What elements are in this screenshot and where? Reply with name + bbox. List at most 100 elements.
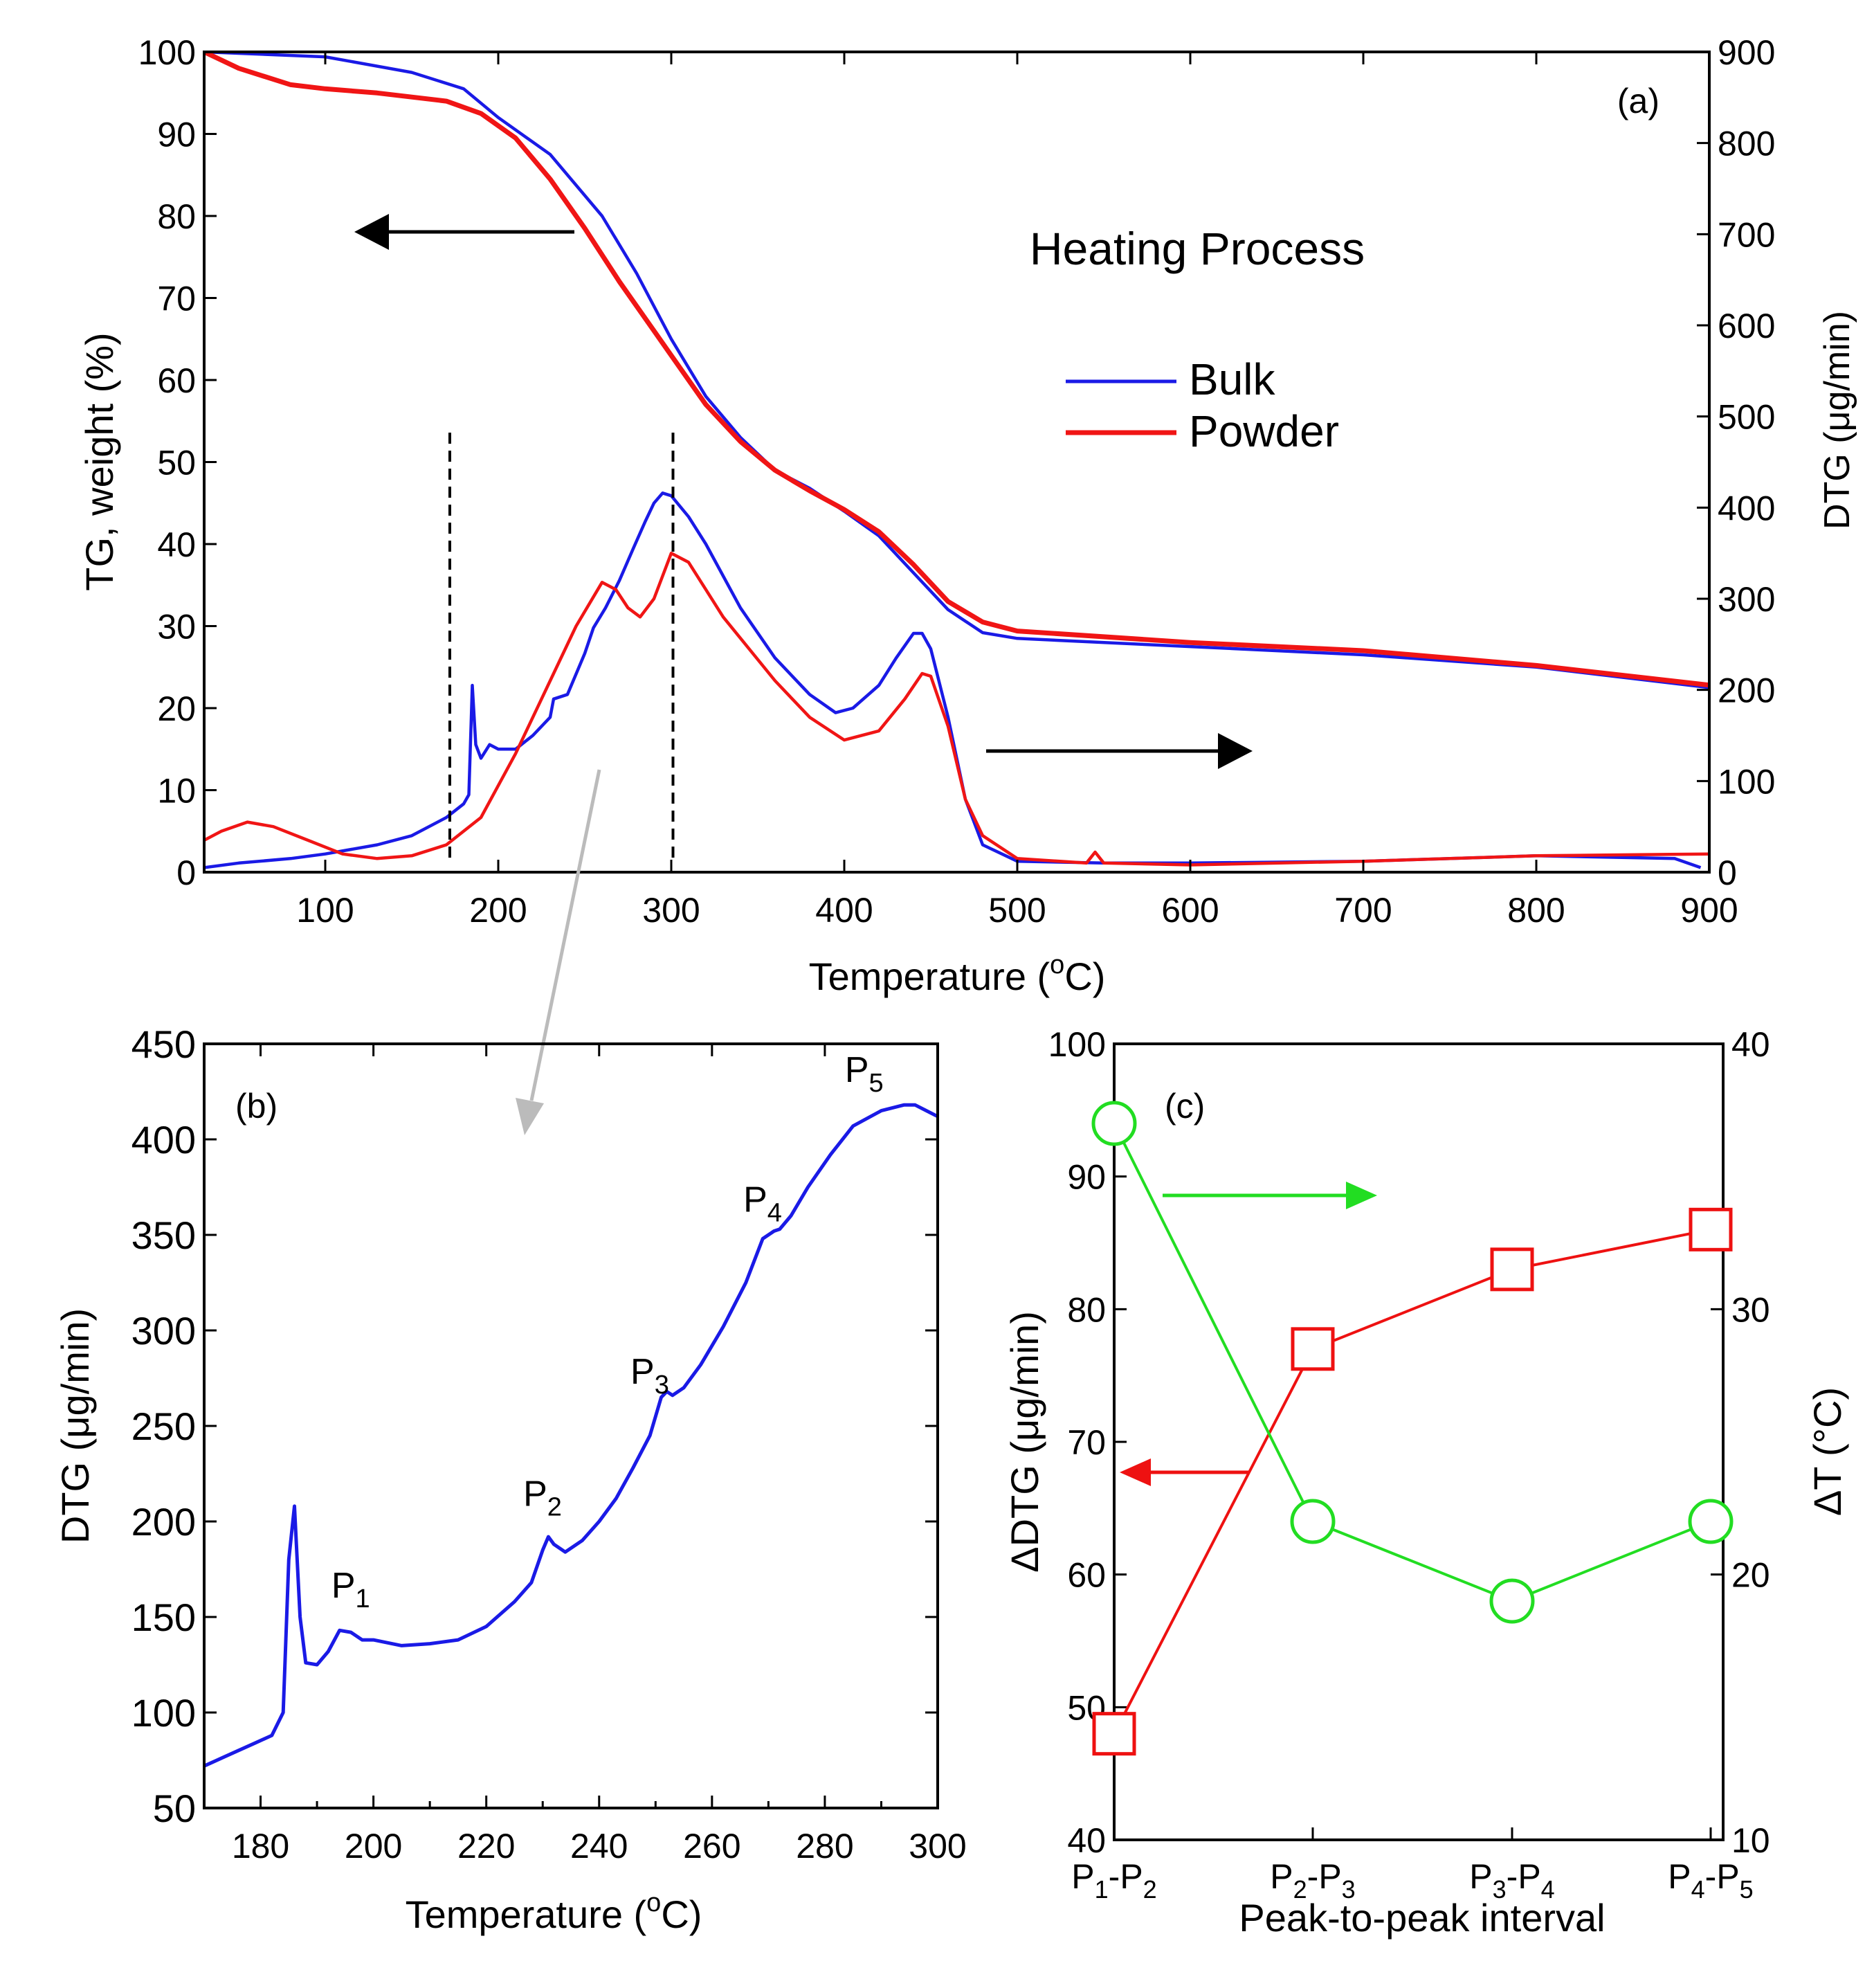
zoom-arrow-to-panel-b xyxy=(516,769,601,1135)
panel-b-peak-label-p5: P5 xyxy=(845,1050,884,1098)
panel-a-x-tick-label: 300 xyxy=(642,891,700,930)
panel-a-label: (a) xyxy=(1617,82,1659,120)
panel-a-x-axis-title: Temperature (oC) xyxy=(809,950,1106,998)
panel-a-left-y-tick-label: 50 xyxy=(157,444,196,482)
panel-c-left-y-tick-label: 40 xyxy=(1067,1821,1106,1860)
panel-b-y-tick-label: 450 xyxy=(131,1022,196,1066)
panel-a-plot-frame xyxy=(203,51,1711,874)
panel-b-x-tick-label: 200 xyxy=(345,1827,402,1865)
panel-a-x-tick-label: 600 xyxy=(1161,891,1219,930)
panel-c-label: (c) xyxy=(1165,1087,1205,1126)
panel-b-x-tick-label: 180 xyxy=(232,1827,289,1865)
right-arrow-to-dtg-axis xyxy=(986,733,1253,769)
panel-c-dt-marker xyxy=(1489,1578,1535,1624)
panel-a-x-tick-label: 800 xyxy=(1507,891,1565,930)
green-arrow-to-dt-axis xyxy=(1163,1182,1377,1209)
panel-a-right-y-tick-label: 0 xyxy=(1718,853,1737,892)
panel-a-x-tick-label: 700 xyxy=(1334,891,1392,930)
panel-b-x-tick-label: 240 xyxy=(570,1827,628,1865)
panel-a-left-y-tick-label: 80 xyxy=(157,197,196,236)
panel-b-label: (b) xyxy=(235,1087,278,1126)
panel-a-right-y-axis-title: DTG (μg/min) xyxy=(1817,311,1857,530)
panel-c-dt-marker xyxy=(1688,1499,1734,1544)
panel-c-x-category-label: P2-P3 xyxy=(1270,1857,1355,1904)
panel-a-series-powder-dtg xyxy=(204,551,1709,867)
panel-a-x-tick-label: 200 xyxy=(469,891,527,930)
panel-b-x-tick-label: 260 xyxy=(683,1827,740,1865)
panel-a-left-y-tick-label: 60 xyxy=(157,361,196,400)
panel-b-peak-label-p2: P2 xyxy=(523,1474,562,1522)
panel-a-left-y-tick-label: 90 xyxy=(157,116,196,154)
panel-c-left-y-tick-label: 60 xyxy=(1067,1556,1106,1595)
legend-bulk-label: Bulk xyxy=(1189,354,1276,404)
panel-a-left-y-tick-label: 20 xyxy=(157,689,196,728)
panel-b-x-tick-label: 220 xyxy=(457,1827,515,1865)
panel-a-right-y-tick-label: 700 xyxy=(1718,215,1775,254)
panel-a-left-y-tick-label: 70 xyxy=(157,280,196,318)
left-arrow-to-tg-axis xyxy=(354,214,574,250)
panel-b-peak-label-p1: P1 xyxy=(331,1566,370,1614)
panel-a-legend: Bulk Powder xyxy=(1066,354,1339,456)
panel-b-y-tick-label: 400 xyxy=(131,1118,196,1162)
panel-a-right-y-tick-label: 600 xyxy=(1718,307,1775,345)
panel-a-series-powder-tg xyxy=(204,52,1709,688)
panel-a-title: Heating Process xyxy=(1030,223,1365,274)
panel-b-y-tick-label: 200 xyxy=(131,1500,196,1544)
panel-c-series-line-dt xyxy=(1113,1123,1711,1603)
panel-b-y-axis-title: DTG (μg/min) xyxy=(53,1308,97,1544)
panel-c-ddtg-marker xyxy=(1689,1207,1733,1251)
panel-c-ddtg-marker xyxy=(1490,1247,1534,1292)
panel-b-peak-label-p4: P4 xyxy=(743,1180,782,1227)
panel-c-right-y-tick-label: 30 xyxy=(1731,1290,1770,1329)
panel-c-left-y-tick-label: 80 xyxy=(1067,1290,1106,1329)
panel-a-series-bulk-dtg xyxy=(204,491,1702,869)
legend-powder-label: Powder xyxy=(1189,406,1339,456)
panel-c-plot-frame xyxy=(1113,1042,1725,1841)
panel-c-left-y-axis-title: ΔDTG (μg/min) xyxy=(1003,1311,1046,1573)
panel-a-x-tick-label: 400 xyxy=(815,891,873,930)
panel-a-left-y-tick-label: 30 xyxy=(157,608,196,647)
panel-a-left-y-tick-label: 40 xyxy=(157,525,196,564)
panel-a-right-y-tick-label: 300 xyxy=(1718,580,1775,619)
panel-c-series-line-ddtg xyxy=(1113,1228,1711,1735)
panel-a-x-tick-label: 500 xyxy=(988,891,1046,930)
panel-c-left-y-tick-label: 90 xyxy=(1067,1158,1106,1197)
panel-c-right-y-tick-label: 10 xyxy=(1731,1821,1770,1860)
panel-a-right-y-tick-label: 900 xyxy=(1718,33,1775,72)
panel-c-x-category-label: P4-P5 xyxy=(1668,1857,1753,1904)
panel-c-right-y-tick-label: 20 xyxy=(1731,1556,1770,1595)
panel-a-right-y-tick-label: 100 xyxy=(1718,762,1775,801)
panel-b-x-axis-title: Temperature (oC) xyxy=(406,1888,702,1936)
panel-a-right-y-tick-label: 400 xyxy=(1718,489,1775,527)
panel-a-right-y-tick-label: 800 xyxy=(1718,125,1775,163)
panel-a-left-y-axis-title: TG, weight (%) xyxy=(78,332,121,590)
panel-b-peak-label-p3: P3 xyxy=(630,1352,669,1400)
panel-c-left-y-tick-label: 70 xyxy=(1067,1423,1106,1462)
panel-c-right-y-axis-title: ΔT (°C) xyxy=(1805,1387,1849,1516)
panel-a-x-tick-label: 100 xyxy=(296,891,354,930)
panel-b-y-tick-label: 250 xyxy=(131,1404,196,1448)
panel-a-x-tick-label: 900 xyxy=(1680,891,1738,930)
panel-c-dt-marker xyxy=(1290,1499,1336,1544)
panel-c-left-y-tick-label: 100 xyxy=(1048,1025,1106,1064)
panel-c-x-category-label: P1-P2 xyxy=(1071,1857,1156,1904)
panel-c-dt-marker xyxy=(1091,1101,1137,1146)
panel-b-y-tick-label: 300 xyxy=(131,1309,196,1353)
panel-b-x-tick-label: 280 xyxy=(796,1827,853,1865)
panel-b-y-tick-label: 350 xyxy=(131,1213,196,1257)
panel-c-ddtg-marker xyxy=(1092,1712,1136,1756)
panel-b-x-tick-label: 300 xyxy=(909,1827,966,1865)
panel-a-tg-dtg-heating: 100 200 300 400 500 600 700 800 9000102030405060… xyxy=(78,33,1857,1135)
panel-a-series-bulk-tg xyxy=(204,52,1709,689)
red-arrow-to-ddtg-axis xyxy=(1120,1458,1249,1486)
panel-a-left-y-tick-label: 100 xyxy=(138,33,196,72)
panel-b-dtg-zoom: 180 200 220 240 260 280 300 50 100 150 200 250 300 35… xyxy=(53,1022,967,1936)
panel-c-right-y-tick-label: 40 xyxy=(1731,1025,1770,1064)
panel-b-series-bulk-dtg xyxy=(204,1103,938,1768)
panel-a-left-y-tick-label: 10 xyxy=(157,772,196,811)
panel-b-y-tick-label: 150 xyxy=(131,1596,196,1639)
panel-a-right-y-tick-label: 500 xyxy=(1718,398,1775,437)
panel-c-ddtg-marker xyxy=(1291,1327,1335,1371)
